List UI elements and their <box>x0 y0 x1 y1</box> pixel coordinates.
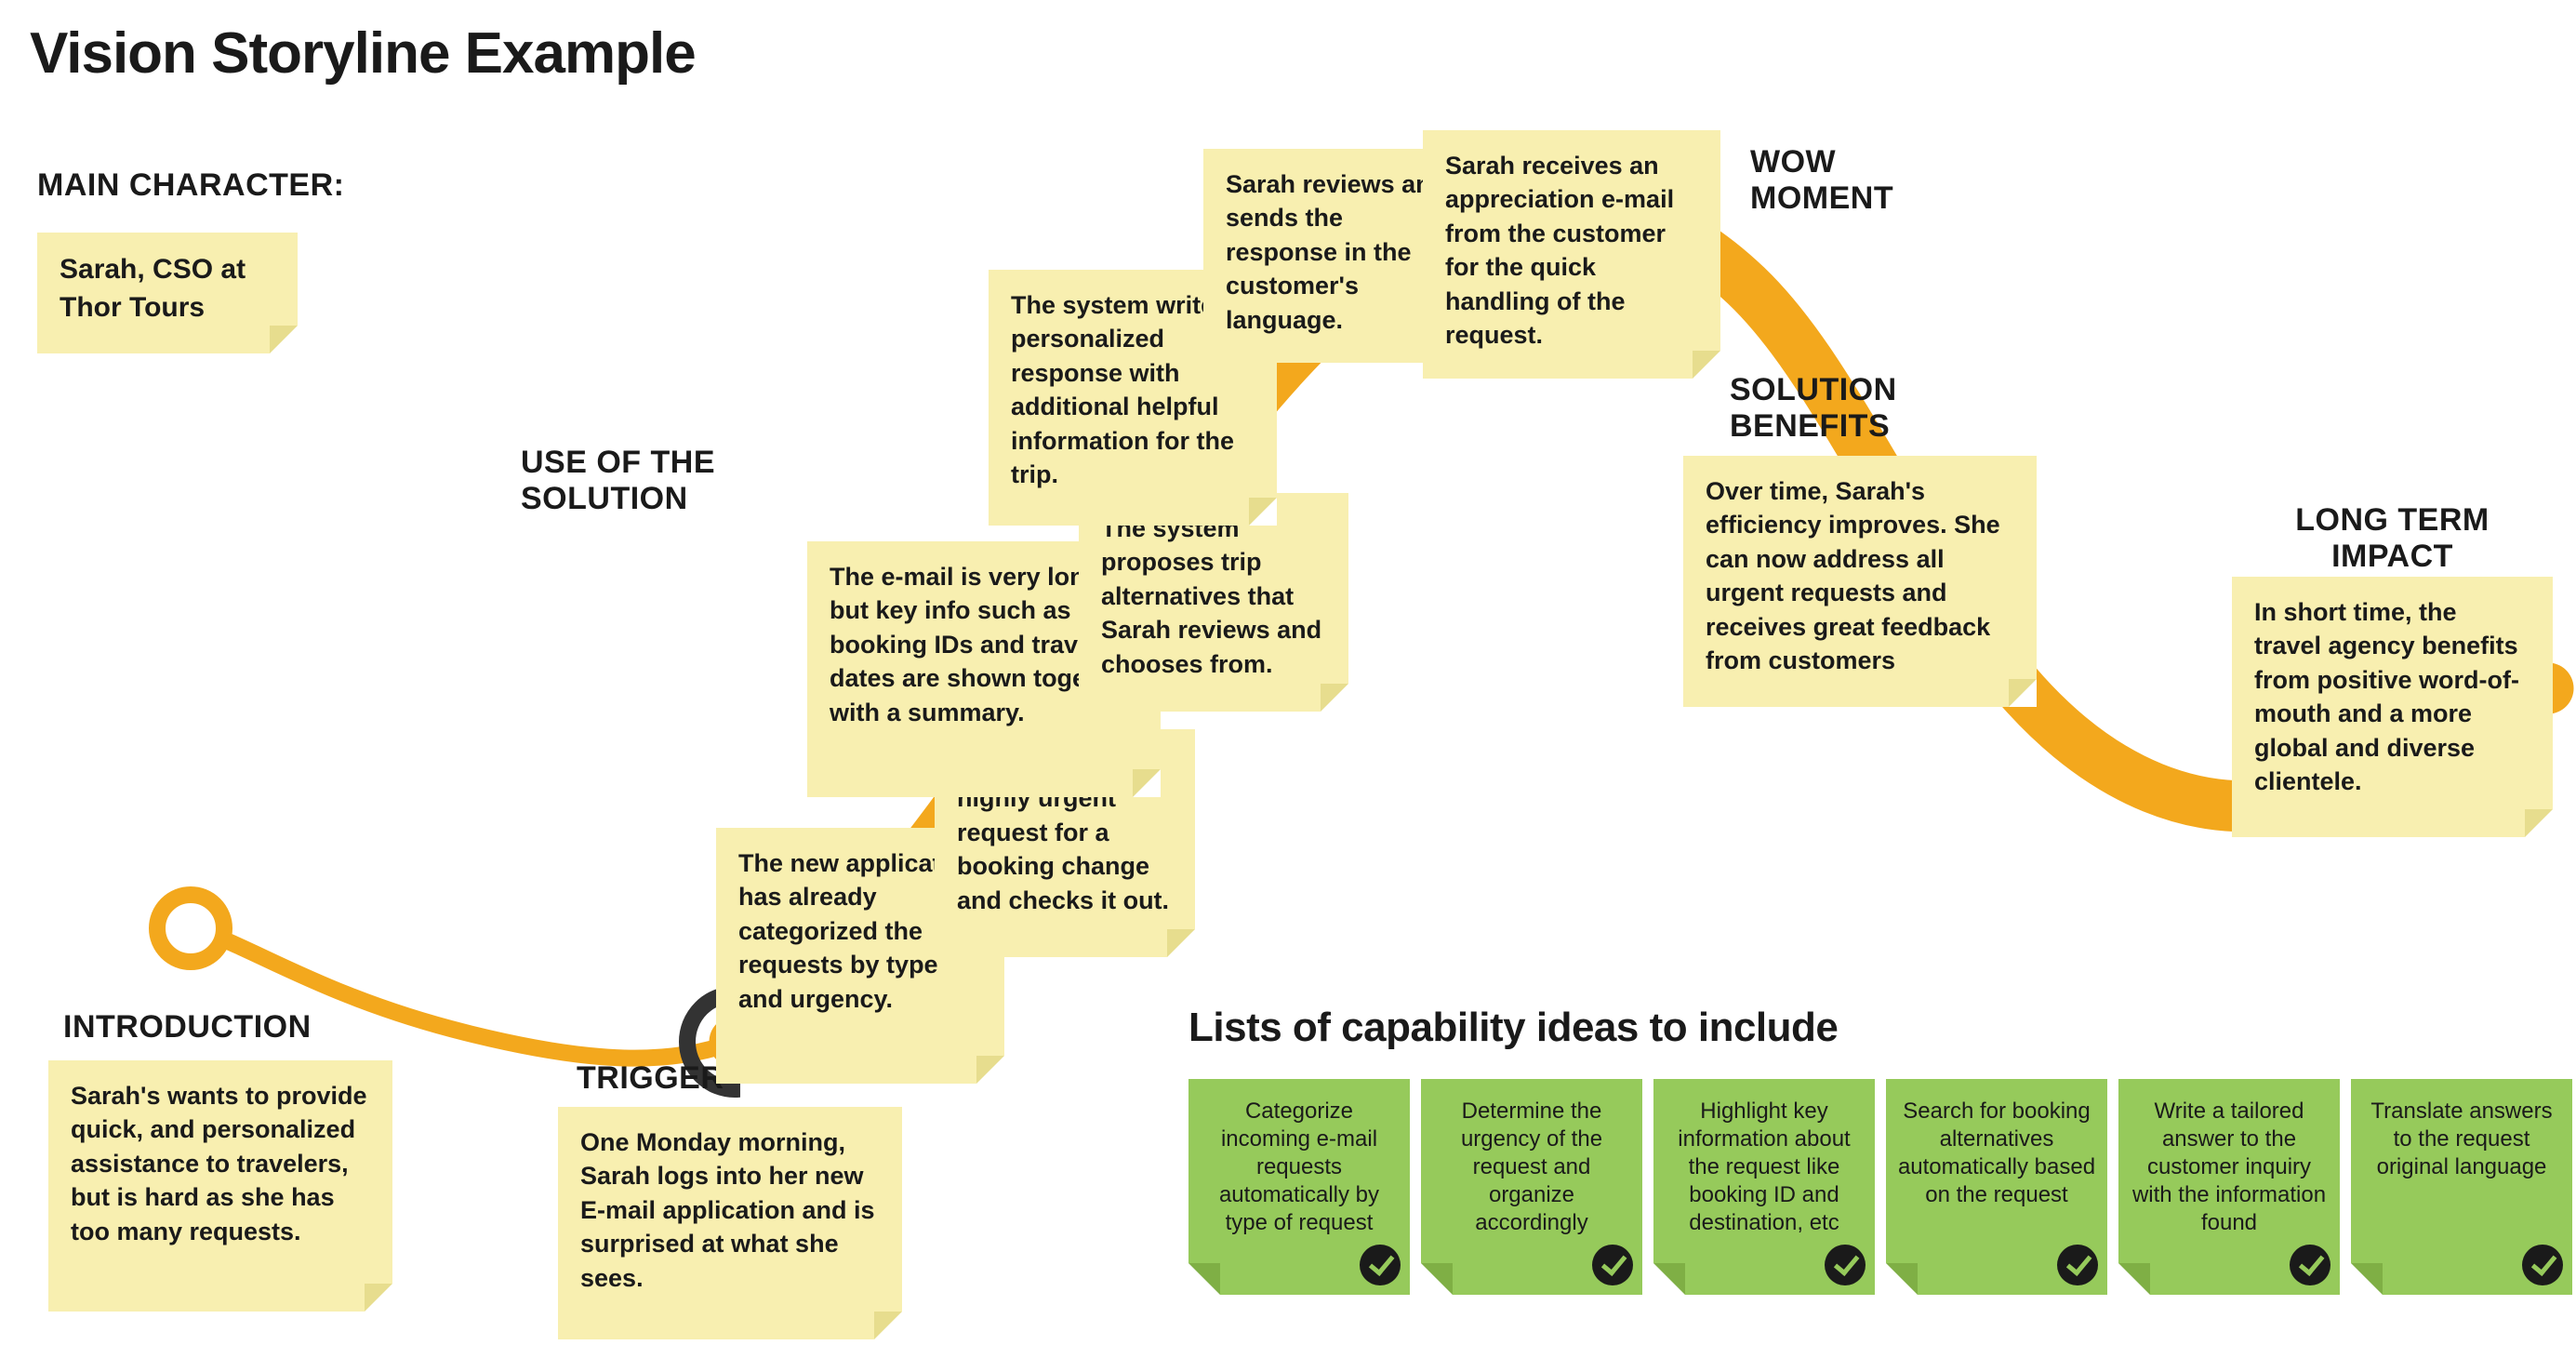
note-fold-icon <box>1693 351 1720 379</box>
sticky-note-character: Sarah, CSO at Thor Tours <box>37 233 298 353</box>
check-icon <box>2522 1245 2563 1285</box>
label-wow: WOW MOMENT <box>1750 144 1893 217</box>
note-fold-icon <box>2525 809 2553 837</box>
check-icon <box>1592 1245 1633 1285</box>
sticky-note-text: One Monday morning, Sarah logs into her … <box>580 1128 875 1292</box>
label-benefits-line1: SOLUTION <box>1730 372 1897 407</box>
capability-text: Determine the urgency of the request and… <box>1461 1099 1602 1235</box>
note-fold-icon <box>270 326 298 353</box>
note-fold-icon <box>976 1056 1004 1084</box>
note-fold-icon <box>1249 498 1277 526</box>
sticky-note-benefits: Over time, Sarah's efficiency improves. … <box>1683 456 2037 707</box>
note-fold-icon <box>2118 1263 2150 1295</box>
capability-card: Categorize incoming e-mail requests auto… <box>1188 1079 1410 1295</box>
sticky-note-text: Sarah's wants to provide quick, and pers… <box>71 1082 367 1245</box>
note-fold-icon <box>1188 1263 1220 1295</box>
label-trigger: TRIGGER <box>577 1060 724 1097</box>
note-fold-icon <box>1133 769 1161 797</box>
capability-card: Determine the urgency of the request and… <box>1421 1079 1642 1295</box>
capability-text: Write a tailored answer to the customer … <box>2132 1099 2326 1235</box>
check-icon <box>1360 1245 1401 1285</box>
check-icon <box>2290 1245 2330 1285</box>
capability-card: Highlight key information about the requ… <box>1653 1079 1875 1295</box>
capability-text: Translate answers to the request origina… <box>2370 1099 2552 1179</box>
sticky-note-intro: Sarah's wants to provide quick, and pers… <box>48 1060 392 1312</box>
label-use-line2: SOLUTION <box>521 481 688 516</box>
label-introduction: INTRODUCTION <box>63 1009 312 1045</box>
label-benefits-line2: BENEFITS <box>1730 408 1890 444</box>
sticky-note-trigger: One Monday morning, Sarah logs into her … <box>558 1107 902 1339</box>
sticky-note-text: Sarah receives an appreciation e-mail fr… <box>1445 152 1674 349</box>
page-title: Vision Storyline Example <box>30 20 696 87</box>
label-benefits: SOLUTION BENEFITS <box>1730 372 1897 445</box>
sticky-note-text: Over time, Sarah's efficiency improves. … <box>1706 477 2000 674</box>
sticky-note-text: Sarah reviews and sends the response in … <box>1226 170 1446 334</box>
label-wow-line2: MOMENT <box>1750 180 1893 216</box>
label-impact: LONG TERM IMPACT <box>2269 502 2516 575</box>
sticky-note-text: The system proposes trip alternatives th… <box>1101 514 1321 678</box>
capability-text: Categorize incoming e-mail requests auto… <box>1219 1099 1379 1235</box>
label-use-line1: USE OF THE <box>521 445 715 480</box>
sticky-note-wow: Sarah receives an appreciation e-mail fr… <box>1423 130 1720 379</box>
start-ring <box>149 886 232 970</box>
capability-text: Search for booking alternatives automati… <box>1898 1099 2095 1207</box>
sticky-note-text: In short time, the travel agency benefit… <box>2254 598 2519 795</box>
note-fold-icon <box>2351 1263 2383 1295</box>
capability-card: Translate answers to the request origina… <box>2351 1079 2572 1295</box>
sticky-note-text: Sarah, CSO at Thor Tours <box>60 254 246 323</box>
note-fold-icon <box>2009 679 2037 707</box>
note-fold-icon <box>1321 684 1348 712</box>
capability-card: Write a tailored answer to the customer … <box>2118 1079 2340 1295</box>
label-wow-line1: WOW <box>1750 144 1836 180</box>
capabilities-heading: Lists of capability ideas to include <box>1188 1005 1838 1052</box>
sticky-note-step4: The system proposes trip alternatives th… <box>1079 493 1348 712</box>
sticky-note-impact: In short time, the travel agency benefit… <box>2232 577 2553 837</box>
label-main-character: MAIN CHARACTER: <box>37 167 344 204</box>
check-icon <box>1825 1245 1866 1285</box>
label-use-of-solution: USE OF THE SOLUTION <box>521 445 715 517</box>
note-fold-icon <box>1167 929 1195 957</box>
capability-card: Search for booking alternatives automati… <box>1886 1079 2107 1295</box>
note-fold-icon <box>1886 1263 1918 1295</box>
check-icon <box>2057 1245 2098 1285</box>
label-impact-line1: LONG TERM <box>2295 502 2489 538</box>
capability-text: Highlight key information about the requ… <box>1678 1099 1850 1235</box>
note-fold-icon <box>1421 1263 1453 1295</box>
note-fold-icon <box>365 1284 392 1312</box>
label-impact-line2: IMPACT <box>2331 539 2453 574</box>
note-fold-icon <box>874 1312 902 1339</box>
note-fold-icon <box>1653 1263 1685 1295</box>
